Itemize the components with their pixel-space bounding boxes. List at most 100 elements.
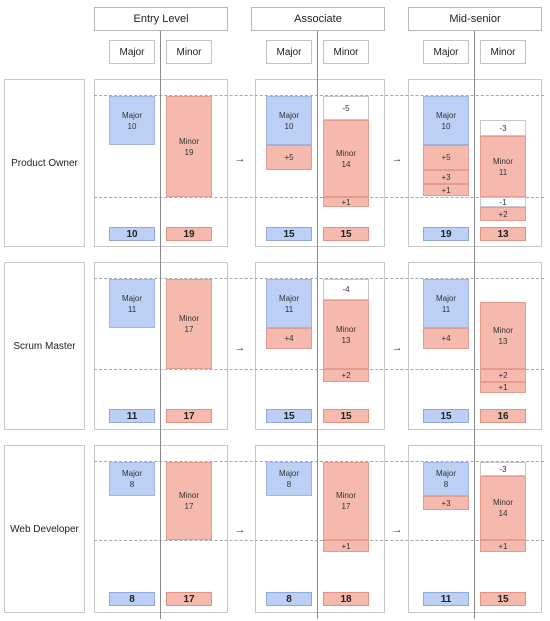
delta-value: +5 <box>441 153 451 162</box>
subheader-minor-entry-label: Minor <box>176 46 202 58</box>
delta-value: +1 <box>498 541 508 551</box>
major-total: 15 <box>423 409 469 423</box>
subheader-minor-associate: Minor <box>323 40 369 64</box>
role-label-scrum-master: Scrum Master <box>4 262 85 430</box>
level-header-associate: Associate <box>251 7 385 31</box>
minor-total: 15 <box>323 227 369 241</box>
block-value: 8 <box>443 480 449 489</box>
block-value: 11 <box>284 304 294 314</box>
arrow-icon: → <box>387 523 407 537</box>
block-value: 13 <box>498 336 508 346</box>
total-value: 13 <box>497 228 509 240</box>
total-value: 10 <box>126 228 138 240</box>
delta-value: -5 <box>342 103 350 113</box>
minor-delta: +1 <box>480 382 526 393</box>
major-delta: +3 <box>423 496 469 510</box>
delta-value: +4 <box>284 334 294 343</box>
arrow-glyph: → <box>234 524 246 536</box>
minor-total: 15 <box>480 592 526 606</box>
minor-total: 15 <box>323 409 369 423</box>
minor-total: 13 <box>480 227 526 241</box>
total-value: 19 <box>440 228 452 240</box>
block-value: 10 <box>284 121 294 131</box>
total-value: 15 <box>283 228 295 240</box>
block-label: Major <box>435 110 456 120</box>
block-value: 14 <box>341 159 351 169</box>
minor-block: Minor 17 <box>166 279 212 369</box>
arrow-icon: → <box>387 341 407 355</box>
arrow-glyph: → <box>234 153 246 165</box>
major-block: Major 10 <box>266 96 312 145</box>
block-label: Minor <box>492 325 513 335</box>
subheader-major-entry-label: Major <box>119 46 145 58</box>
major-block: Major 8 <box>109 462 155 496</box>
block-value: 17 <box>184 502 194 511</box>
arrow-icon: → <box>230 523 250 537</box>
major-delta: +4 <box>423 328 469 349</box>
minor-total: 18 <box>323 592 369 606</box>
minor-block: Minor 17 <box>323 462 369 540</box>
total-value: 16 <box>497 410 509 422</box>
baseline-top <box>94 95 544 96</box>
total-value: 15 <box>283 410 295 422</box>
subheader-minor-mid-label: Minor <box>490 46 516 58</box>
block-label: Minor <box>178 491 199 500</box>
major-block: Major 11 <box>423 279 469 328</box>
block-value: 10 <box>127 121 137 131</box>
role-label-web-developer: Web Developer <box>4 445 85 613</box>
total-value: 19 <box>183 228 195 240</box>
block-label: Major <box>435 293 456 303</box>
delta-value: +2 <box>498 371 508 380</box>
minor-delta: +1 <box>323 540 369 552</box>
baseline-bottom <box>94 197 544 198</box>
minor-block: Minor 13 <box>323 300 369 369</box>
block-value: 8 <box>129 480 135 489</box>
block-label: Minor <box>492 498 513 507</box>
total-value: 17 <box>183 593 195 605</box>
minor-delta: +2 <box>323 369 369 382</box>
delta-value: +1 <box>498 383 508 392</box>
major-total: 15 <box>266 409 312 423</box>
minor-delta: +1 <box>480 540 526 552</box>
block-label: Minor <box>178 314 199 323</box>
delta-value: +5 <box>284 153 294 162</box>
baseline-top <box>94 278 544 279</box>
block-value: 14 <box>498 509 508 518</box>
block-value: 11 <box>441 304 451 314</box>
column-divider-mid <box>474 31 475 619</box>
delta-value: +1 <box>441 185 451 195</box>
major-delta: +1 <box>423 184 469 196</box>
arrow-icon: → <box>387 152 407 166</box>
subheader-major-entry: Major <box>109 40 155 64</box>
total-value: 8 <box>286 593 292 605</box>
minor-delta: +2 <box>480 369 526 382</box>
major-total: 8 <box>266 592 312 606</box>
major-delta: +5 <box>266 145 312 170</box>
minor-negative-delta: -1 <box>480 197 526 207</box>
minor-block: Minor 14 <box>480 476 526 540</box>
level-header-mid-senior: Mid-senior <box>408 7 542 31</box>
total-value: 8 <box>129 593 135 605</box>
role-name: Scrum Master <box>13 340 76 352</box>
subheader-minor-entry: Minor <box>166 40 212 64</box>
subheader-major-associate: Major <box>266 40 312 64</box>
block-label: Minor <box>492 156 513 166</box>
major-block: Major 10 <box>109 96 155 145</box>
block-value: 17 <box>341 502 351 511</box>
arrow-glyph: → <box>391 153 403 165</box>
delta-value: +3 <box>441 498 451 508</box>
role-name: Web Developer <box>10 523 79 535</box>
minor-total: 17 <box>166 592 212 606</box>
minor-block: Minor 13 <box>480 302 526 369</box>
block-label: Major <box>278 110 299 120</box>
block-label: Minor <box>335 491 356 500</box>
block-label: Minor <box>335 324 356 334</box>
block-label: Major <box>435 469 456 478</box>
minor-total: 16 <box>480 409 526 423</box>
baseline-top <box>94 461 544 462</box>
role-name: Product Owner <box>11 157 78 169</box>
major-block: Major 11 <box>266 279 312 328</box>
subheader-minor-associate-label: Minor <box>333 46 359 58</box>
block-label: Minor <box>178 136 199 146</box>
delta-value: +1 <box>341 541 351 551</box>
